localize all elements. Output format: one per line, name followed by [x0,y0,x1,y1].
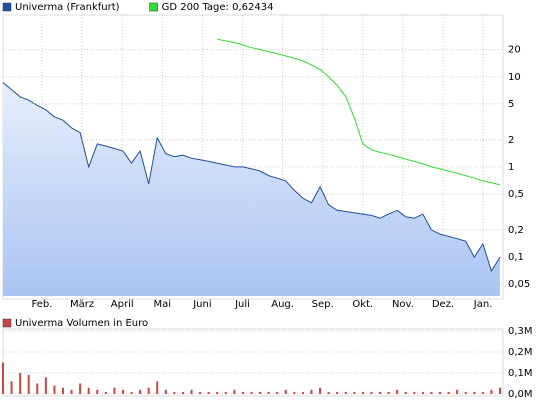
volume-bar [121,389,124,394]
volume-bar [464,391,467,394]
y-tick-label: 0,2 [508,225,524,236]
legend-label: GD 200 Tage: 0,62434 [162,2,274,13]
x-tick-label: Aug. [271,299,294,310]
volume-bar [301,391,304,394]
volume-bar [259,391,262,394]
volume-bar [473,391,476,394]
volume-bar [447,391,450,394]
y-tick-label: 10 [508,72,521,83]
volume-bar [216,391,219,394]
legend-swatch [2,318,12,328]
volume-bar [139,389,142,394]
x-tick-label: März [70,299,94,310]
price-line [2,82,501,273]
volume-bar [181,391,184,394]
x-tick-label: April [111,299,134,310]
y-tick-label: 0,5 [508,189,524,200]
volume-bar [499,387,501,394]
x-tick-label: Dez. [432,299,454,310]
volume-bar [19,373,22,394]
x-tick-label: Juni [192,299,211,310]
volume-bar [147,387,150,394]
x-tick-label: Jan. [473,299,493,310]
average-line [217,38,501,186]
legend-swatch [149,2,158,12]
legend-label: Univerma (Frankfurt) [15,2,120,13]
volume-bar [87,387,90,394]
y-tick-label: 0,1 [508,252,524,263]
volume-bar [224,391,227,394]
volume-bar [233,389,236,394]
volume-bar [53,385,56,394]
volume-bar [96,389,99,394]
volume-bar [70,389,73,394]
volume-bar [490,389,493,394]
volume-bar [207,391,210,394]
volume-bar [370,391,373,394]
volume-bar [79,383,82,394]
plot-frame [2,328,504,397]
volume-bar [404,391,407,394]
volume-bar [361,391,364,394]
volume-bar [2,362,4,394]
y-tick-label: 0,1M [508,368,533,379]
y-tick-label: 0,2M [508,347,533,358]
x-tick-label: Juli [234,299,250,310]
x-tick-label: Sep. [312,299,334,310]
volume-bar [293,391,296,394]
y-tick-label: 0,05 [508,279,530,290]
volume-bar [456,389,459,394]
volume-bar [190,389,193,394]
price-area [3,82,500,296]
volume-bar [344,391,347,394]
volume-bar [241,391,244,394]
volume-bar [439,391,442,394]
volume-bar [284,389,287,394]
y-tick-label: 1 [508,162,514,173]
y-tick-label: 2 [508,135,514,146]
volume-bar [104,391,107,394]
y-tick-label: 0,0M [508,389,533,400]
volume-bar [413,391,416,394]
volume-bar [10,381,13,394]
volume-bar [36,383,39,394]
volume-bar [173,391,176,394]
volume-bar [430,391,433,394]
volume-bar [336,391,339,394]
volume-bar [379,391,382,394]
volume-bar [61,387,64,394]
x-tick-label: Feb. [32,299,53,310]
volume-bar [421,391,424,394]
volume-bar [199,391,202,394]
volume-bar [276,391,279,394]
x-tick-label: Mai [154,299,172,310]
volume-bar [481,391,484,394]
volume-bar [156,381,159,394]
legend-swatch [2,2,12,12]
volume-bar [387,391,390,394]
y-tick-label: 20 [508,45,521,56]
volume-bar [164,389,167,394]
y-tick-label: 5 [508,99,514,110]
volume-bar [319,387,322,394]
y-tick-label: 0,3M [508,326,533,337]
volume-bar [353,391,356,394]
volume-bar [44,377,47,394]
volume-bar [27,375,30,394]
volume-bar [396,389,399,394]
volume-bar [130,391,133,394]
volume-bar [113,387,116,394]
volume-bar [310,389,313,394]
volume-bar [327,391,330,394]
volume-bar [267,391,270,394]
x-tick-label: Okt. [352,299,373,310]
volume-bar [250,391,253,394]
x-tick-label: Nov. [392,299,414,310]
legend-label: Univerma Volumen in Euro [15,318,148,329]
